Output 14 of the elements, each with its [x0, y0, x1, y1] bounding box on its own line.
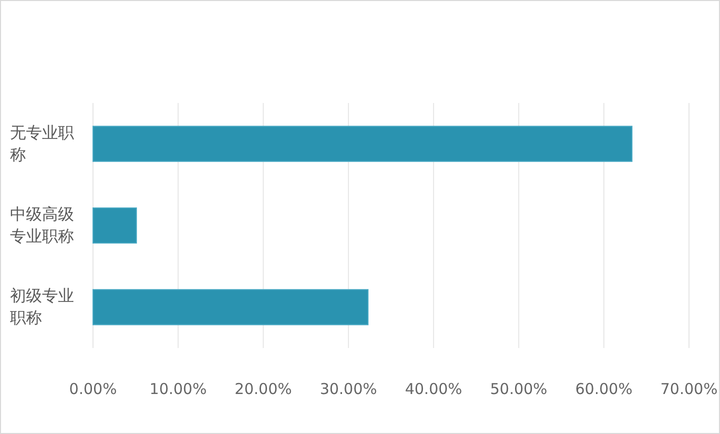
bar	[92, 126, 632, 162]
x-tick-label: 10.00%	[150, 380, 207, 398]
bar	[92, 207, 137, 244]
bar	[92, 289, 369, 326]
x-tick-label: 20.00%	[234, 380, 292, 398]
x-tick-label: 40.00%	[404, 380, 462, 398]
x-tick-label: 70.00%	[660, 380, 718, 398]
x-tick-label: 0.00%	[69, 380, 117, 398]
y-tick-label: 中级高级专业职称	[10, 204, 74, 246]
y-tick-label: 无专业职称	[10, 122, 74, 164]
x-tick-label: 30.00%	[320, 380, 378, 398]
x-tick-label: 60.00%	[575, 380, 632, 398]
x-tick-label: 50.00%	[490, 380, 548, 398]
y-tick-label: 初级专业职称	[10, 286, 74, 328]
